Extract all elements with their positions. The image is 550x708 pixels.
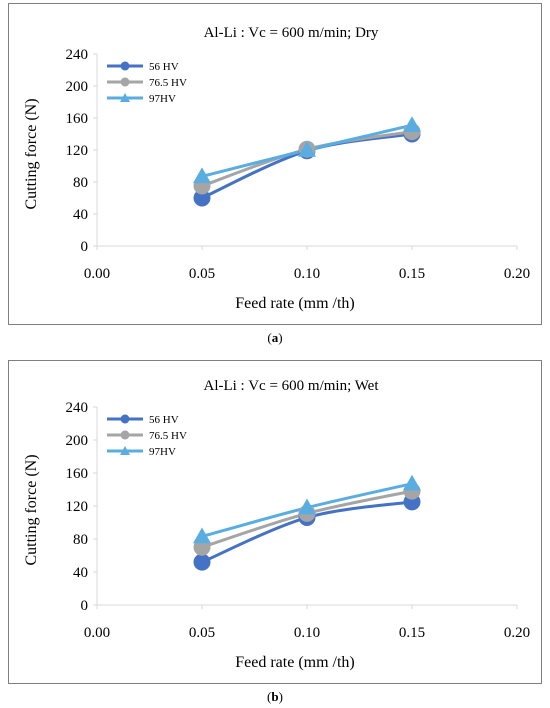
x-tick-label: 0.15 xyxy=(399,266,425,282)
legend-label: 97HV xyxy=(149,446,176,458)
y-tick-label: 160 xyxy=(66,111,89,127)
data-point xyxy=(193,553,211,571)
data-point xyxy=(403,474,421,491)
chart-b-svg: Al-Li : Vc = 600 m/min; Wet 0 40 80 120 160 20… xyxy=(23,378,530,671)
y-tick-label: 80 xyxy=(73,175,88,191)
data-point xyxy=(193,527,211,544)
y-axis-label: Cutting force (N) xyxy=(23,454,40,565)
chart-title: Al-Li : Vc = 600 m/min; Wet xyxy=(203,378,379,394)
y-tick-label: 200 xyxy=(66,79,89,95)
y-tick-label: 0 xyxy=(81,239,89,255)
legend-marker xyxy=(120,430,130,440)
data-point xyxy=(193,189,211,207)
x-tick-label: 0.20 xyxy=(504,625,530,641)
chart-title: Al-Li : Vc = 600 m/min; Dry xyxy=(204,25,379,41)
y-tick-label: 160 xyxy=(66,466,89,482)
y-tick-label: 240 xyxy=(66,400,89,416)
y-tick-label: 40 xyxy=(73,565,88,581)
y-tick-label: 240 xyxy=(66,47,89,63)
x-axis-label: Feed rate (mm /th) xyxy=(235,295,355,312)
chart-a-svg: Al-Li : Vc = 600 m/min; Dry 0 40 80 120 160 20… xyxy=(23,25,530,312)
legend-marker xyxy=(120,93,130,102)
x-tick-label: 0.05 xyxy=(189,625,215,641)
x-tick-label: 0.00 xyxy=(84,266,110,282)
legend-marker xyxy=(120,414,130,424)
legend-label: 97HV xyxy=(149,93,176,105)
chart-panel-b: Al-Li : Vc = 600 m/min; Wet 0 40 80 120 160 20… xyxy=(8,360,542,684)
x-tick-label: 0.20 xyxy=(504,266,530,282)
x-tick-label: 0.10 xyxy=(294,625,320,641)
y-tick-label: 120 xyxy=(66,499,89,515)
legend-marker xyxy=(120,77,130,87)
y-tick-label: 40 xyxy=(73,207,88,223)
legend-marker xyxy=(120,446,130,455)
caption-b-letter: b xyxy=(271,689,279,704)
y-tick-label: 80 xyxy=(73,532,88,548)
legend-label: 76.5 HV xyxy=(149,77,187,89)
y-tick-label: 120 xyxy=(66,143,89,159)
y-tick-label: 0 xyxy=(81,598,89,614)
legend-label: 76.5 HV xyxy=(149,430,187,442)
y-tick-label: 200 xyxy=(66,433,89,449)
x-axis-label: Feed rate (mm /th) xyxy=(235,654,355,671)
chart-panel-a: Al-Li : Vc = 600 m/min; Dry 0 40 80 120 160 20… xyxy=(8,3,542,325)
legend-label: 56 HV xyxy=(149,414,179,426)
x-tick-label: 0.15 xyxy=(399,625,425,641)
caption-a: (a) xyxy=(267,330,283,345)
caption-b: (b) xyxy=(267,689,283,704)
x-tick-label: 0.00 xyxy=(84,625,110,641)
y-axis-label: Cutting force (N) xyxy=(23,98,40,209)
data-point xyxy=(298,498,316,515)
legend-marker xyxy=(120,61,130,71)
data-point xyxy=(403,116,421,132)
x-tick-label: 0.05 xyxy=(189,266,215,282)
data-point xyxy=(298,141,316,157)
data-point xyxy=(193,167,211,184)
caption-a-letter: a xyxy=(271,330,279,345)
x-tick-label: 0.10 xyxy=(294,266,320,282)
legend-label: 56 HV xyxy=(149,61,179,73)
